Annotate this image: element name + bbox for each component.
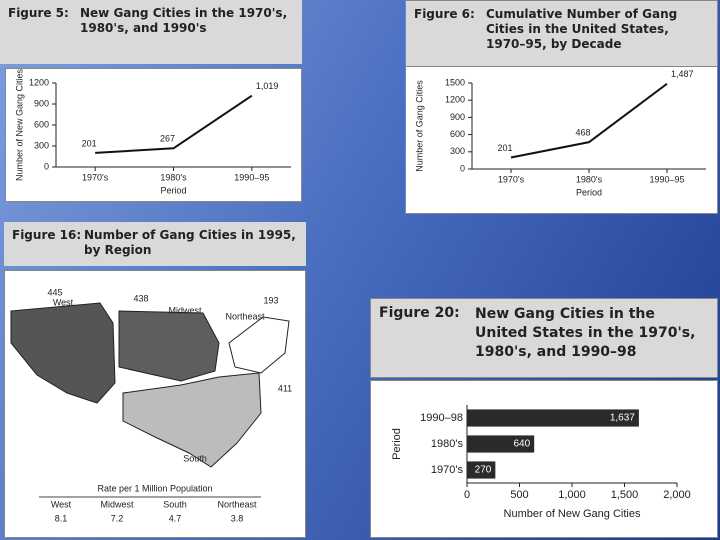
region-northeast <box>228 316 290 374</box>
region-west <box>10 302 116 404</box>
y-axis-label: Number of Gang Cities <box>414 80 424 172</box>
x-axis-label: Period <box>576 187 602 197</box>
region-south <box>122 372 262 468</box>
figure-number: Figure 16: <box>12 228 82 242</box>
chart-panel: 0 500 1,000 1,500 2,000 Number of New Gang Ci… <box>370 380 718 538</box>
y-tick-label: 1200 <box>29 77 49 87</box>
figure-header: Figure 16: Number of Gang Cities in 1995… <box>4 222 306 266</box>
x-tick-label: 500 <box>510 489 528 501</box>
chart-panel: 0 300 600 900 1200 1500 Number of Gang Cities P… <box>405 66 718 214</box>
figure-title: New Gang Cities in the United States in … <box>475 306 696 360</box>
y-tick-label: 600 <box>450 129 465 139</box>
table-value: 4.7 <box>169 513 182 523</box>
region-name: West <box>53 297 74 307</box>
bar <box>467 409 639 427</box>
bar <box>467 461 496 479</box>
x-axis-label: Number of New Gang Cities <box>504 508 641 520</box>
x-tick-label: 1990–95 <box>234 172 269 182</box>
y-tick-label: 1980's <box>431 438 464 450</box>
value-label: 201 <box>82 138 97 148</box>
y-tick-label: 1500 <box>445 77 465 87</box>
y-tick-label: 1970's <box>431 464 464 476</box>
x-tick-label: 1,500 <box>611 489 639 501</box>
value-label: 267 <box>160 134 175 144</box>
y-tick-label: 900 <box>450 112 465 122</box>
figure-header: Figure 5: New Gang Cities in the 1970's,… <box>0 0 302 64</box>
y-tick-label: 300 <box>450 146 465 156</box>
y-tick-label: 0 <box>460 163 465 173</box>
y-tick-label: 1200 <box>445 95 465 105</box>
x-tick-label: 1980's <box>576 174 603 184</box>
map: West445Midwest438Northeast193South411Rat… <box>10 287 292 523</box>
table-value: 7.2 <box>111 513 124 523</box>
figure-header: Figure 20: New Gang Cities in the United… <box>370 298 718 378</box>
region-midwest <box>118 310 220 382</box>
region-name: Midwest <box>168 305 202 315</box>
value-label: 201 <box>497 143 512 153</box>
table-value: 3.8 <box>231 513 244 523</box>
value-label: 1,637 <box>610 413 635 424</box>
table-column: West <box>51 499 72 509</box>
figure-number: Figure 6: <box>414 7 475 21</box>
chart: 0 300 600 900 1200 1500 Number of Gang Cities P… <box>414 69 706 197</box>
value-label: 468 <box>575 128 590 138</box>
bar <box>467 435 535 453</box>
x-tick-label: 1990–95 <box>649 174 684 184</box>
x-tick-label: 2,000 <box>663 489 691 501</box>
region-value: 438 <box>133 293 148 303</box>
figure-title: Number of Gang Cities in 1995, by Region <box>84 228 296 257</box>
table-column: South <box>163 499 187 509</box>
x-tick-label: 1980's <box>160 172 187 182</box>
line <box>95 94 253 154</box>
x-tick-label: 1970's <box>82 172 109 182</box>
region-name: Northeast <box>225 311 265 321</box>
chart-panel: 0 300 600 900 1200 Number of New Gang Cities P… <box>5 68 302 202</box>
line <box>510 82 668 159</box>
y-tick-label: 300 <box>34 140 49 150</box>
chart: 0 500 1,000 1,500 2,000 Number of New Gang Ci… <box>391 405 691 520</box>
x-tick-label: 0 <box>464 489 470 501</box>
map-panel: West 445 Midwest 438 Northeast 193 South 411 Rat… <box>4 270 306 538</box>
chart: 0 300 600 900 1200 Number of New Gang Cities P… <box>14 69 291 195</box>
table-column: Northeast <box>217 499 257 509</box>
figure-number: Figure 5: <box>8 6 69 20</box>
y-axis-label: Number of New Gang Cities <box>14 69 24 181</box>
table-value: 8.1 <box>55 513 68 523</box>
y-tick-label: 0 <box>44 161 49 171</box>
region-value: 445 <box>47 287 62 297</box>
y-tick-label: 600 <box>34 119 49 129</box>
value-label: 640 <box>514 439 531 450</box>
value-label: 270 <box>475 465 492 476</box>
region-name: South <box>183 453 207 463</box>
value-label: 1,019 <box>256 81 279 91</box>
y-axis-label: Period <box>391 428 403 460</box>
table-column: Midwest <box>100 499 134 509</box>
figure-number: Figure 20: <box>379 305 460 321</box>
y-tick-label: 1990–98 <box>420 412 463 424</box>
figure-title: Cumulative Number of Gang Cities in the … <box>486 7 678 51</box>
y-tick-label: 900 <box>34 98 49 108</box>
value-label: 1,487 <box>671 69 694 79</box>
table-title: Rate per 1 Million Population <box>97 483 212 493</box>
figure-title: New Gang Cities in the 1970's, 1980's, a… <box>80 6 288 35</box>
x-tick-label: 1970's <box>498 174 525 184</box>
x-axis-label: Period <box>160 185 186 195</box>
region-value: 411 <box>278 383 292 393</box>
figure-header: Figure 6: Cumulative Number of Gang Citi… <box>405 0 718 66</box>
x-tick-label: 1,000 <box>558 489 586 501</box>
region-value: 193 <box>263 295 278 305</box>
